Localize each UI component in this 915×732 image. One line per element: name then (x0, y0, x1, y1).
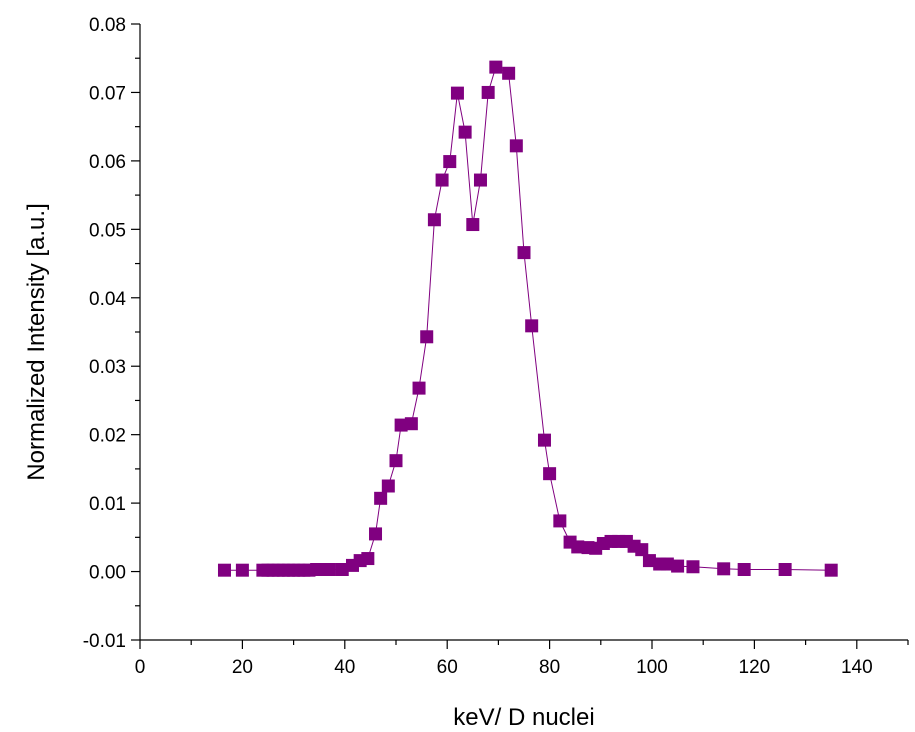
x-tick-label: 0 (135, 657, 146, 678)
y-tick-label: 0.06 (89, 152, 126, 173)
data-point (374, 491, 388, 505)
y-tick-label: -0.01 (83, 631, 126, 652)
data-point (737, 563, 751, 577)
plot-area (217, 60, 838, 577)
data-point (525, 319, 539, 333)
data-point (473, 173, 487, 187)
data-point (427, 213, 441, 227)
data-point (642, 554, 656, 568)
y-axis-label: Normalized Intensity [a.u.] (23, 203, 50, 480)
x-tick-label: 60 (437, 657, 458, 678)
data-point (571, 540, 585, 554)
data-point (537, 433, 551, 447)
data-point (458, 125, 472, 139)
x-tick-label: 100 (636, 657, 668, 678)
y-tick-label: 0.04 (89, 289, 126, 310)
data-point (420, 330, 434, 344)
y-tick-label: 0.02 (89, 426, 126, 447)
data-point (235, 563, 249, 577)
y-tick-label: 0.00 (89, 563, 126, 584)
y-tick-label: 0.05 (89, 220, 126, 241)
data-point (322, 563, 336, 577)
data-point (778, 563, 792, 577)
data-point (381, 479, 395, 493)
x-tick-label: 120 (739, 657, 771, 678)
data-point (635, 543, 649, 557)
data-point (686, 560, 700, 574)
data-point (671, 559, 685, 573)
x-tick-label: 20 (232, 657, 253, 678)
y-tick-label: 0.01 (89, 494, 126, 515)
data-point (394, 418, 408, 432)
data-point (660, 557, 674, 571)
data-point (412, 381, 426, 395)
x-tick-label: 40 (334, 657, 355, 678)
data-point (517, 246, 531, 260)
data-point (404, 417, 418, 431)
y-tick-label: 0.08 (89, 15, 126, 36)
data-point (389, 454, 403, 468)
data-point (824, 563, 838, 577)
data-point (361, 552, 375, 566)
data-point (509, 139, 523, 153)
data-point (450, 86, 464, 100)
series-line (224, 66, 832, 571)
data-point (335, 563, 349, 577)
x-tick-label: 80 (539, 657, 560, 678)
data-point (543, 467, 557, 481)
data-point (443, 155, 457, 169)
data-point (481, 85, 495, 99)
y-tick-label: 0.07 (89, 83, 126, 104)
data-point (217, 563, 231, 577)
data-point (502, 66, 516, 80)
data-point (466, 218, 480, 232)
data-point (717, 562, 731, 576)
x-axis-label: keV/ D nuclei (453, 704, 594, 731)
y-tick-label: 0.03 (89, 357, 126, 378)
x-tick-label: 140 (841, 657, 873, 678)
data-point (435, 173, 449, 187)
data-point (369, 527, 383, 541)
data-point (489, 60, 503, 74)
data-point (553, 514, 567, 528)
axes: 0 20 40 60 80 100 120 140 -0.01 0.00 0.01 0.02 0.03 0… (83, 15, 909, 678)
